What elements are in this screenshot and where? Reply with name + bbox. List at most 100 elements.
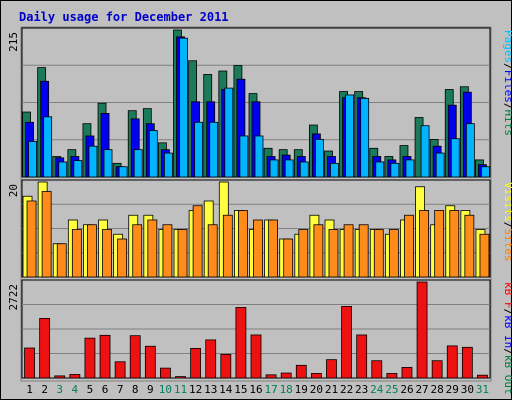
bar-kb-f-day-3: [54, 375, 66, 379]
series-label-visits-sites: Visits/Sites: [502, 182, 512, 262]
bar-pages-day-4: [73, 160, 83, 178]
ylabel-max-kbytes: 2722: [7, 284, 20, 311]
bar-pages-day-11: [179, 37, 188, 178]
series-label-part: Files: [502, 70, 512, 103]
bar-kb-f-day-7: [114, 361, 126, 379]
series-label-part: /: [502, 103, 512, 110]
bar-pages-day-16: [254, 135, 264, 178]
bar-sites-day-30: [464, 214, 475, 278]
bar-pages-day-14: [224, 87, 234, 178]
bar-kb-f-day-30: [461, 346, 473, 379]
x-tick-label-day-14: 14: [219, 383, 233, 396]
x-tick-label-day-20: 20: [310, 383, 323, 396]
series-label-part: /: [502, 63, 512, 70]
bar-kb-f-day-4: [69, 374, 81, 379]
bar-kb-f-day-19: [295, 364, 307, 379]
bar-sites-day-16: [253, 219, 263, 278]
bar-pages-day-23: [360, 97, 370, 178]
x-tick-label-day-7: 7: [117, 383, 124, 396]
ylabel-max-hits-files-pages: 215: [7, 32, 20, 52]
bar-sites-day-21: [328, 229, 339, 278]
bar-kb-f-day-8: [129, 335, 141, 379]
bar-kb-f-day-28: [431, 360, 443, 379]
bar-pages-day-8: [133, 149, 143, 178]
x-tick-label-day-4: 4: [72, 383, 79, 396]
bar-sites-day-7: [117, 238, 128, 278]
bar-sites-day-2: [41, 191, 52, 278]
bar-sites-day-1: [26, 200, 37, 278]
bar-sites-day-13: [207, 224, 218, 278]
bar-kb-f-day-6: [99, 334, 111, 379]
bar-kb-f-day-26: [401, 367, 413, 379]
bar-sites-day-15: [238, 210, 248, 278]
bar-sites-day-31: [479, 233, 490, 278]
bar-pages-day-10: [164, 152, 173, 178]
x-tick-label-day-1: 1: [26, 383, 33, 396]
bar-pages-day-1: [28, 141, 37, 178]
bar-pages-day-15: [239, 135, 249, 178]
x-tick-label-day-11: 11: [174, 383, 187, 396]
series-label-part: Visits: [502, 182, 512, 222]
bar-kb-f-day-12: [190, 347, 202, 379]
x-tick-label-day-21: 21: [325, 383, 338, 396]
series-label-part: /: [502, 222, 512, 229]
series-label-part: Sites: [502, 228, 512, 261]
bar-sites-day-27: [419, 210, 429, 278]
chart-title: Daily usage for December 2011: [19, 10, 229, 24]
bar-kb-f-day-16: [250, 334, 262, 379]
bar-sites-day-10: [162, 224, 173, 278]
x-tick-label-day-31: 31: [476, 383, 489, 396]
x-tick-label-day-6: 6: [102, 383, 109, 396]
bar-pages-day-2: [43, 116, 53, 178]
x-tick-label-day-9: 9: [147, 383, 154, 396]
bar-pages-day-13: [209, 121, 219, 178]
x-tick-label-day-18: 18: [280, 383, 293, 396]
bar-pages-day-31: [481, 166, 490, 178]
bar-sites-day-4: [71, 229, 82, 278]
bar-sites-day-25: [388, 229, 399, 278]
x-tick-label-day-10: 10: [159, 383, 172, 396]
x-tick-label-day-15: 15: [234, 383, 247, 396]
bar-pages-day-27: [420, 125, 430, 178]
bar-kb-f-day-24: [371, 360, 383, 379]
x-tick-label-day-13: 13: [204, 383, 217, 396]
bar-kb-f-day-5: [84, 337, 96, 379]
x-tick-label-day-12: 12: [189, 383, 202, 396]
x-tick-label-day-17: 17: [264, 383, 277, 396]
bar-sites-day-19: [298, 229, 309, 278]
bar-kb-f-day-2: [39, 317, 51, 379]
x-tick-label-day-25: 25: [385, 383, 398, 396]
bar-sites-day-5: [87, 224, 97, 278]
bar-sites-day-28: [434, 210, 445, 278]
bar-kb-f-day-17: [265, 374, 277, 379]
bar-sites-day-26: [404, 214, 414, 278]
bar-pages-day-3: [58, 161, 68, 178]
bar-pages-day-21: [330, 162, 339, 178]
series-label-kbytes: kB F/kB In/kB Out: [502, 282, 512, 395]
x-tick-label-day-28: 28: [431, 383, 444, 396]
series-label-part: kB In: [502, 315, 512, 348]
bar-pages-day-28: [435, 152, 445, 178]
bar-kb-f-day-20: [310, 373, 322, 379]
x-tick-label-day-29: 29: [446, 383, 459, 396]
bar-kb-f-day-1: [24, 347, 35, 379]
series-label-part: kB F: [502, 282, 512, 309]
x-tick-label-day-19: 19: [295, 383, 308, 396]
ylabel-max-visits-sites: 20: [7, 184, 20, 197]
x-tick-label-day-5: 5: [87, 383, 94, 396]
x-tick-label-day-16: 16: [249, 383, 262, 396]
x-tick-label-day-8: 8: [132, 383, 139, 396]
bar-pages-day-17: [269, 159, 279, 178]
series-label-part: /: [502, 348, 512, 355]
bar-pages-day-25: [390, 162, 400, 178]
x-tick-label-day-30: 30: [461, 383, 474, 396]
bar-kb-f-day-23: [356, 334, 368, 379]
series-label-hits-files-pages: Pages/Files/Hits: [502, 30, 512, 136]
bar-sites-day-11: [177, 229, 188, 278]
bar-sites-day-24: [373, 229, 384, 278]
bar-kb-f-day-18: [280, 372, 292, 379]
bar-sites-day-9: [147, 219, 158, 278]
bar-pages-day-18: [284, 159, 294, 178]
